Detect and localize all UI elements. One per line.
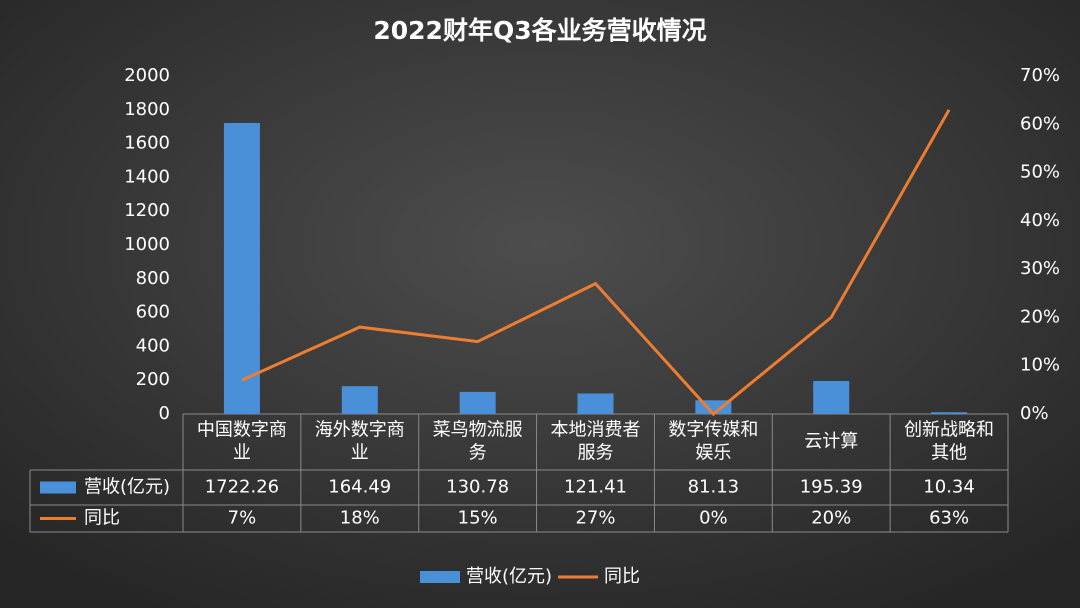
y-tick-label: 2000 — [124, 65, 170, 86]
table-cell: 1722.26 — [205, 477, 279, 498]
chart-title: 2022财年Q3各业务营收情况 — [373, 16, 706, 45]
y2-tick-label: 0% — [1020, 403, 1049, 424]
category-label: 创新战略和其他 — [904, 420, 994, 464]
y-tick-label: 800 — [136, 268, 170, 289]
y2-tick-label: 40% — [1020, 210, 1060, 231]
category-label: 海外数字商业 — [315, 420, 405, 464]
y-tick-label: 1000 — [124, 234, 170, 255]
category-label: 中国数字商业 — [197, 420, 287, 464]
table-cell: 10.34 — [923, 477, 975, 498]
table-cell: 15% — [458, 508, 498, 529]
bar — [931, 412, 968, 414]
bar — [223, 122, 260, 415]
category-label: 本地消费者服务 — [551, 420, 641, 464]
legend-label: 营收(亿元) — [466, 566, 552, 587]
line — [241, 109, 951, 417]
bar — [341, 386, 378, 414]
y2-tick-label: 20% — [1020, 306, 1060, 327]
table-cell: 164.49 — [328, 477, 391, 498]
y-tick-label: 1400 — [124, 166, 170, 187]
table-cell: 195.39 — [800, 477, 863, 498]
y-tick-label: 1800 — [124, 99, 170, 120]
y2-tick-label: 30% — [1020, 258, 1060, 279]
table-cell: 18% — [340, 508, 380, 529]
legend-label: 同比 — [604, 566, 640, 587]
y-tick-label: 200 — [136, 369, 170, 390]
table-cell: 20% — [811, 508, 851, 529]
y-tick-label: 1600 — [124, 133, 170, 154]
table-cell: 63% — [929, 508, 969, 529]
category-label: 菜鸟物流服务 — [433, 420, 523, 464]
y-tick-label: 0 — [159, 403, 170, 424]
legend-swatch — [40, 481, 76, 494]
table-cell: 130.78 — [446, 477, 509, 498]
y2-tick-label: 50% — [1020, 162, 1060, 183]
y-tick-label: 1200 — [124, 200, 170, 221]
y2-tick-label: 10% — [1020, 355, 1060, 376]
table-cell: 27% — [575, 508, 615, 529]
y-tick-label: 600 — [136, 302, 170, 323]
table-cell: 81.13 — [688, 477, 740, 498]
y-tick-label: 400 — [136, 335, 170, 356]
y2-tick-label: 70% — [1020, 65, 1060, 86]
y2-tick-label: 60% — [1020, 113, 1060, 134]
table-cell: 121.41 — [564, 477, 627, 498]
bar — [459, 391, 496, 414]
table-row-label: 同比 — [84, 508, 120, 529]
category-label: 数字传媒和娱乐 — [668, 420, 758, 464]
bar — [813, 380, 850, 414]
category-label: 云计算 — [804, 431, 858, 452]
table-cell: 7% — [228, 508, 257, 529]
legend-swatch — [420, 571, 460, 583]
bar — [577, 393, 614, 414]
table-row-label: 营收(亿元) — [84, 477, 170, 498]
table-cell: 0% — [699, 508, 728, 529]
